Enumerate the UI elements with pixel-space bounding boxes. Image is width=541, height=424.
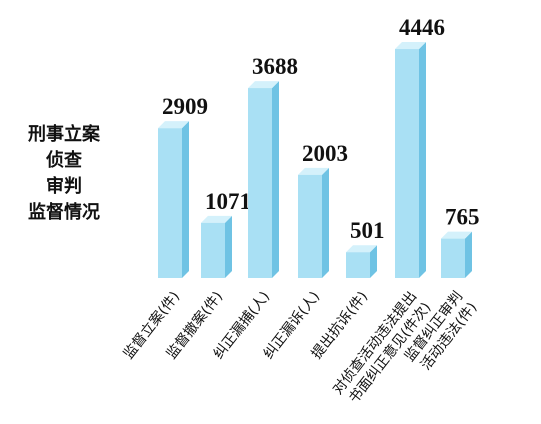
bar-side	[465, 231, 472, 278]
bar-side	[272, 81, 279, 279]
value-label: 3688	[252, 54, 298, 79]
chart-title: 刑事立案侦查审判监督情况	[28, 123, 101, 223]
value-label: 2909	[162, 94, 208, 119]
bar	[248, 81, 279, 279]
bar-side	[225, 215, 232, 278]
value-label: 1071	[205, 189, 251, 214]
bar-top	[158, 121, 189, 129]
bar-front	[248, 88, 272, 279]
bar	[441, 231, 472, 278]
bar-front	[158, 128, 182, 278]
bar-side	[182, 121, 189, 279]
bar	[298, 167, 329, 278]
value-label: 2003	[302, 141, 348, 166]
value-label: 765	[445, 205, 480, 230]
value-label: 501	[350, 218, 385, 243]
bar-front	[346, 252, 370, 278]
bar-top	[395, 42, 426, 50]
bar-top	[201, 215, 232, 223]
bar-top	[298, 167, 329, 175]
bar-side	[322, 167, 329, 278]
bar-front	[395, 49, 419, 278]
bar-front	[298, 174, 322, 278]
bar-side	[370, 245, 377, 278]
value-label: 4446	[399, 15, 445, 40]
bar-top	[441, 231, 472, 239]
bar	[158, 121, 189, 279]
bar-side	[419, 42, 426, 278]
bar	[346, 245, 377, 278]
bar	[201, 215, 232, 278]
bar-front	[201, 222, 225, 278]
bar	[395, 42, 426, 278]
bar-top	[248, 81, 279, 89]
bar-front	[441, 238, 465, 278]
bar-top	[346, 245, 377, 253]
